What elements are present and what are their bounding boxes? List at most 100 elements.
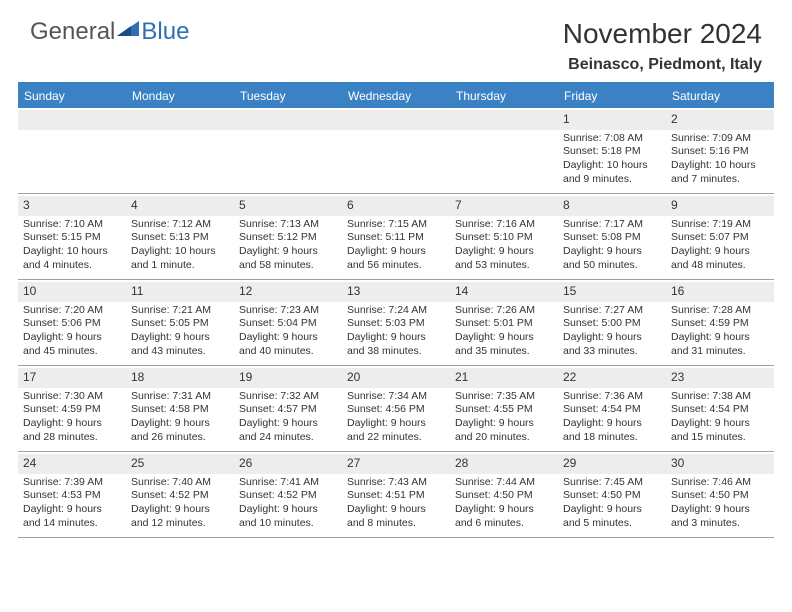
calendar-cell: 17Sunrise: 7:30 AMSunset: 4:59 PMDayligh… [18,366,126,452]
daylight-text: Daylight: 9 hours and 31 minutes. [671,331,769,358]
daylight-text: Daylight: 10 hours and 7 minutes. [671,159,769,186]
sunset-text: Sunset: 4:53 PM [23,489,121,503]
calendar-cell: 3Sunrise: 7:10 AMSunset: 5:15 PMDaylight… [18,194,126,280]
sunrise-text: Sunrise: 7:34 AM [347,390,445,404]
calendar-cell: 15Sunrise: 7:27 AMSunset: 5:00 PMDayligh… [558,280,666,366]
calendar-cell [450,108,558,194]
calendar-cell: 28Sunrise: 7:44 AMSunset: 4:50 PMDayligh… [450,452,558,538]
day-number: 6 [342,196,450,216]
day-number: 8 [558,196,666,216]
daylight-text: Daylight: 9 hours and 14 minutes. [23,503,121,530]
sunset-text: Sunset: 4:50 PM [563,489,661,503]
calendar-cell: 11Sunrise: 7:21 AMSunset: 5:05 PMDayligh… [126,280,234,366]
day-number: 5 [234,196,342,216]
daylight-text: Daylight: 9 hours and 8 minutes. [347,503,445,530]
calendar-cell: 19Sunrise: 7:32 AMSunset: 4:57 PMDayligh… [234,366,342,452]
day-number: 30 [666,454,774,474]
day-number: 14 [450,282,558,302]
calendar-cell: 21Sunrise: 7:35 AMSunset: 4:55 PMDayligh… [450,366,558,452]
weekday-header: Sunday [18,84,126,108]
calendar-cell: 29Sunrise: 7:45 AMSunset: 4:50 PMDayligh… [558,452,666,538]
day-number: 24 [18,454,126,474]
sunrise-text: Sunrise: 7:21 AM [131,304,229,318]
calendar-cell: 18Sunrise: 7:31 AMSunset: 4:58 PMDayligh… [126,366,234,452]
sunrise-text: Sunrise: 7:38 AM [671,390,769,404]
daylight-text: Daylight: 9 hours and 24 minutes. [239,417,337,444]
location-subtitle: Beinasco, Piedmont, Italy [563,56,762,74]
sunset-text: Sunset: 4:59 PM [23,403,121,417]
day-number: 11 [126,282,234,302]
sunset-text: Sunset: 4:52 PM [131,489,229,503]
daylight-text: Daylight: 10 hours and 9 minutes. [563,159,661,186]
daylight-text: Daylight: 9 hours and 33 minutes. [563,331,661,358]
sunrise-text: Sunrise: 7:36 AM [563,390,661,404]
daylight-text: Daylight: 9 hours and 18 minutes. [563,417,661,444]
calendar: SundayMondayTuesdayWednesdayThursdayFrid… [18,82,774,538]
daylight-text: Daylight: 9 hours and 53 minutes. [455,245,553,272]
calendar-cell: 20 Sunrise: 7:34 AMSunset: 4:56 PMDayligh… [342,366,450,452]
day-number [450,110,558,130]
day-number: 12 [234,282,342,302]
sunset-text: Sunset: 5:10 PM [455,231,553,245]
sunset-text: Sunset: 4:54 PM [563,403,661,417]
sunrise-text: Sunrise: 7:16 AM [455,218,553,232]
sunset-text: Sunset: 4:51 PM [347,489,445,503]
calendar-cell: 10Sunrise: 7:20 AMSunset: 5:06 PMDayligh… [18,280,126,366]
sunrise-text: Sunrise: 7:24 AM [347,304,445,318]
sunset-text: Sunset: 5:15 PM [23,231,121,245]
sunrise-text: Sunrise: 7:27 AM [563,304,661,318]
daylight-text: Daylight: 9 hours and 22 minutes. [347,417,445,444]
daylight-text: Daylight: 9 hours and 58 minutes. [239,245,337,272]
calendar-grid: 1Sunrise: 7:08 AMSunset: 5:18 PMDaylight… [18,108,774,538]
sunrise-text: Sunrise: 7:40 AM [131,476,229,490]
sunset-text: Sunset: 4:55 PM [455,403,553,417]
sunrise-text: Sunrise: 7:44 AM [455,476,553,490]
sunrise-text: Sunrise: 7:19 AM [671,218,769,232]
day-number [342,110,450,130]
daylight-text: Daylight: 9 hours and 56 minutes. [347,245,445,272]
sunrise-text: Sunrise: 7:31 AM [131,390,229,404]
sunrise-text: Sunrise: 7:10 AM [23,218,121,232]
calendar-cell [234,108,342,194]
sunset-text: Sunset: 4:52 PM [239,489,337,503]
sunrise-text: Sunrise: 7:32 AM [239,390,337,404]
day-number: 20 [342,368,450,388]
calendar-cell [18,108,126,194]
daylight-text: Daylight: 9 hours and 38 minutes. [347,331,445,358]
daylight-text: Daylight: 9 hours and 50 minutes. [563,245,661,272]
sunrise-text: Sunrise: 7:12 AM [131,218,229,232]
sunrise-text: Sunrise: 7:30 AM [23,390,121,404]
day-number: 23 [666,368,774,388]
sunset-text: Sunset: 5:00 PM [563,317,661,331]
sunrise-text: Sunrise: 7:26 AM [455,304,553,318]
sunset-text: Sunset: 4:59 PM [671,317,769,331]
logo: General Blue [30,18,189,46]
weekday-header: Tuesday [234,84,342,108]
sunset-text: Sunset: 4:57 PM [239,403,337,417]
day-number: 7 [450,196,558,216]
weekday-header: Saturday [666,84,774,108]
logo-triangle-icon [117,21,139,44]
daylight-text: Daylight: 9 hours and 12 minutes. [131,503,229,530]
daylight-text: Daylight: 9 hours and 48 minutes. [671,245,769,272]
sunrise-text: Sunrise: 7:45 AM [563,476,661,490]
calendar-cell: 16Sunrise: 7:28 AMSunset: 4:59 PMDayligh… [666,280,774,366]
day-number: 22 [558,368,666,388]
day-number [126,110,234,130]
calendar-cell [342,108,450,194]
day-number: 4 [126,196,234,216]
sunset-text: Sunset: 5:08 PM [563,231,661,245]
day-number: 2 [666,110,774,130]
day-number: 13 [342,282,450,302]
sunset-text: Sunset: 5:03 PM [347,317,445,331]
sunset-text: Sunset: 4:56 PM [347,403,445,417]
day-number: 21 [450,368,558,388]
calendar-cell: 13 Sunrise: 7:24 AMSunset: 5:03 PMDayligh… [342,280,450,366]
daylight-text: Daylight: 9 hours and 26 minutes. [131,417,229,444]
title-block: November 2024 Beinasco, Piedmont, Italy [563,18,762,74]
calendar-cell: 6Sunrise: 7:15 AMSunset: 5:11 PMDaylight… [342,194,450,280]
logo-part2: Blue [141,18,189,46]
header: General Blue November 2024 Beinasco, Pie… [0,0,792,82]
day-number: 1 [558,110,666,130]
sunrise-text: Sunrise: 7:20 AM [23,304,121,318]
